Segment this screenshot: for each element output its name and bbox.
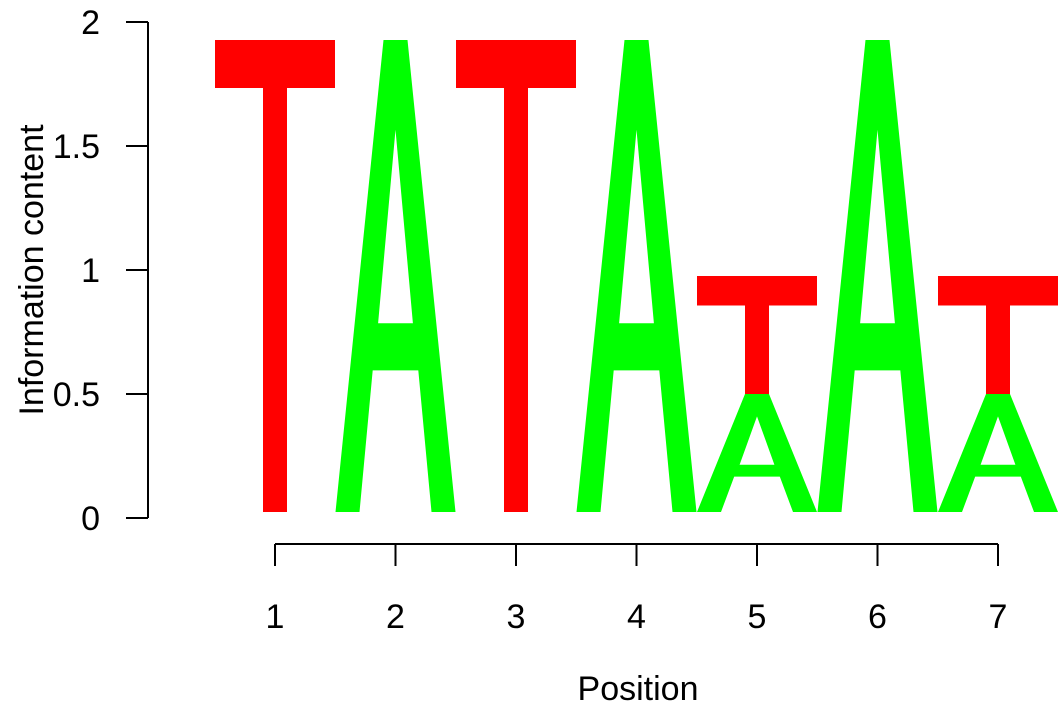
y-tick-label: 0 bbox=[81, 500, 100, 538]
x-tick-label: 1 bbox=[266, 598, 285, 636]
logo-letter-a-pos-6 bbox=[817, 40, 938, 512]
y-tick-label: 1 bbox=[81, 252, 100, 290]
logo-letter-a-pos-7 bbox=[938, 394, 1058, 512]
x-axis-title: Position bbox=[578, 670, 699, 708]
x-tick-label: 6 bbox=[868, 598, 887, 636]
logo-letter-a-pos-2 bbox=[335, 40, 456, 512]
x-tick-label: 2 bbox=[386, 598, 405, 636]
logo-letter-a-pos-5 bbox=[697, 394, 817, 512]
y-axis-title: Information content bbox=[13, 124, 51, 416]
y-axis: 0 0.5 1 1.5 2 bbox=[53, 4, 149, 538]
x-tick-label: 7 bbox=[989, 598, 1008, 636]
logo-stacks bbox=[215, 40, 1058, 512]
logo-letter-t-pos-3 bbox=[456, 40, 576, 512]
x-tick-label: 3 bbox=[507, 598, 526, 636]
logo-letter-t-pos-1 bbox=[215, 40, 335, 512]
logo-letter-t-pos-5 bbox=[697, 276, 817, 394]
x-tick-label: 4 bbox=[627, 598, 646, 636]
y-tick-label: 0.5 bbox=[53, 376, 100, 414]
logo-letter-t-pos-7 bbox=[938, 276, 1058, 394]
y-tick-label: 1.5 bbox=[53, 128, 100, 166]
x-axis: 1 2 3 4 5 6 7 bbox=[266, 543, 1008, 636]
x-tick-label: 5 bbox=[748, 598, 767, 636]
logo-letter-a-pos-4 bbox=[576, 40, 697, 512]
y-tick-label: 2 bbox=[81, 4, 100, 42]
